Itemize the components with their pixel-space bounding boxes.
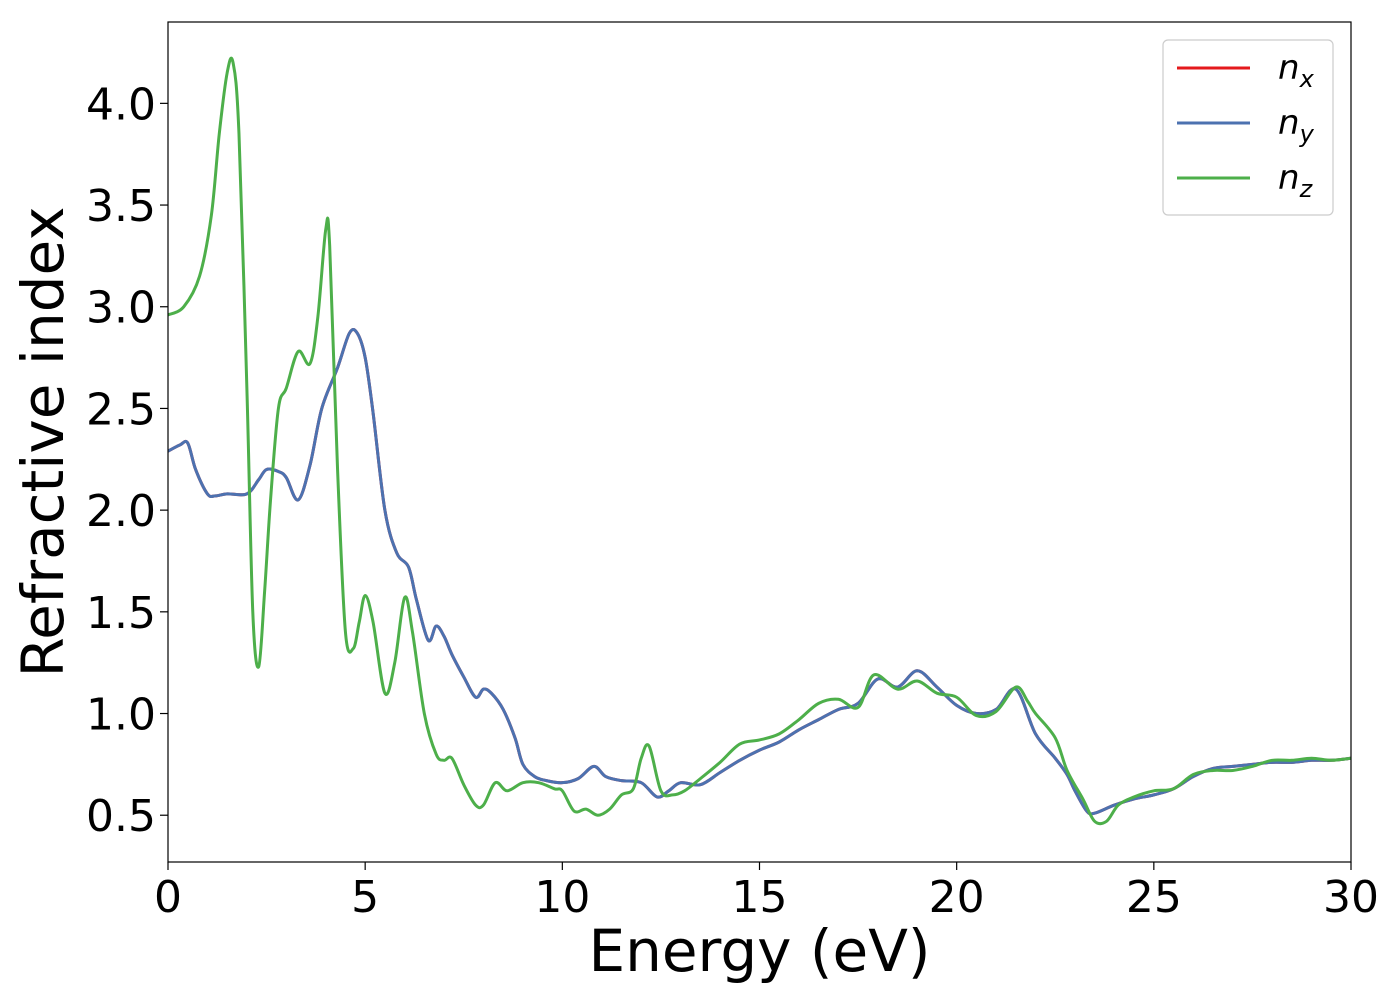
y-tick-label: 2.5 (86, 384, 156, 435)
y-tick-label: 2.0 (86, 486, 156, 537)
legend-box (1162, 39, 1334, 216)
y-tick-label: 1.0 (86, 690, 156, 741)
legend: nx ny nz (1162, 39, 1334, 216)
x-tick-label: 0 (154, 872, 182, 923)
x-tick-label: 30 (1323, 872, 1379, 923)
x-axis-ticks: 0 5 10 15 20 25 30 (154, 862, 1379, 923)
y-axis-label: Refractive index (9, 206, 77, 677)
legend-label-z: nz (1278, 158, 1314, 203)
y-axis-ticks: 0.5 1.0 1.5 2.0 2.5 3.0 3.5 4.0 (86, 79, 168, 842)
series-line-z (168, 56, 1351, 826)
x-axis-label: Energy (eV) (588, 917, 930, 985)
x-tick-label: 15 (732, 872, 788, 923)
x-tick-label: 20 (929, 872, 985, 923)
series-layer (168, 56, 1351, 826)
y-tick-label: 0.5 (86, 791, 156, 842)
y-tick-label: 4.0 (86, 79, 156, 130)
x-tick-label: 10 (534, 872, 590, 923)
legend-label-x: nx (1278, 48, 1315, 93)
y-tick-label: 1.5 (86, 588, 156, 639)
y-tick-label: 3.5 (86, 181, 156, 232)
y-tick-label: 3.0 (86, 283, 156, 334)
legend-label-y: ny (1278, 103, 1315, 148)
x-tick-label: 25 (1126, 872, 1182, 923)
x-tick-label: 5 (351, 872, 379, 923)
